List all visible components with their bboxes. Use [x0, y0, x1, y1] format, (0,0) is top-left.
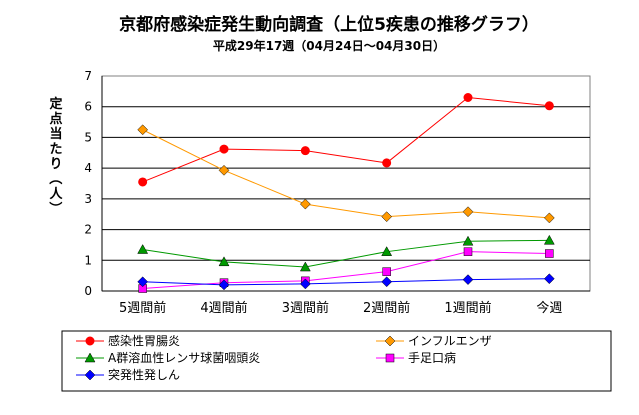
data-point	[543, 212, 555, 224]
legend-item: 手足口病	[376, 350, 456, 365]
chart-title: 京都府感染症発生動向調査（上位5疾患の推移グラフ）	[119, 14, 539, 35]
legend-marker	[85, 336, 95, 346]
series-line	[142, 96, 550, 183]
y-tick-label: 4	[84, 161, 92, 175]
legend-marker	[84, 352, 96, 363]
y-tick-label: 7	[84, 69, 92, 83]
chart-subtitle: 平成29年17週（04月24日〜04月30日）	[213, 38, 445, 53]
x-tick-label: 4週間前	[200, 300, 247, 316]
y-axis-ticks: 0 1 2 3 4 5 6 7	[84, 69, 92, 298]
legend-marker	[384, 335, 396, 347]
legend-label: A群溶血性レンサ球菌咽頭炎	[108, 350, 260, 365]
x-tick-label: 1週間前	[444, 300, 491, 316]
series-2	[137, 124, 555, 224]
y-axis-label-char: ）	[47, 201, 63, 214]
data-point	[299, 278, 311, 290]
y-axis-label-char: 定	[48, 96, 62, 112]
x-tick-label: 2週間前	[363, 300, 410, 316]
legend-label: インフルエンザ	[408, 334, 492, 348]
series-3	[137, 234, 555, 272]
y-axis-label-char: り	[49, 157, 62, 172]
data-point	[462, 235, 474, 246]
data-point	[543, 234, 555, 245]
series-5	[137, 273, 555, 291]
data-point	[545, 249, 554, 258]
y-tick-label: 6	[84, 100, 92, 114]
data-point	[299, 198, 311, 210]
data-point	[382, 158, 392, 168]
data-point	[137, 124, 149, 136]
data-point	[381, 276, 393, 288]
data-point	[218, 256, 230, 267]
plot-frame	[101, 75, 591, 292]
data-point	[219, 144, 229, 154]
data-point	[544, 101, 554, 111]
x-tick-label: 3週間前	[282, 300, 329, 316]
legend-item: 突発性発しん	[76, 367, 180, 382]
series-line	[142, 251, 550, 290]
y-tick-label: 5	[84, 130, 92, 144]
y-tick-label: 0	[84, 284, 92, 298]
series-1	[138, 93, 554, 187]
x-tick-label: 5週間前	[119, 300, 166, 316]
y-axis-label-char: た	[49, 142, 62, 157]
legend-label: 突発性発しん	[108, 367, 180, 382]
y-axis-label-char: 当	[49, 126, 62, 142]
data-point	[218, 279, 230, 291]
data-point	[543, 273, 555, 285]
data-point	[137, 276, 149, 288]
data-point	[299, 261, 311, 272]
data-point	[462, 206, 474, 218]
data-point	[218, 164, 230, 176]
series-line	[142, 239, 550, 268]
legend-item: インフルエンザ	[376, 334, 492, 348]
y-axis-label-char: 点	[49, 111, 62, 127]
data-point	[138, 177, 148, 187]
plot-area	[101, 75, 591, 292]
data-point	[463, 247, 473, 256]
gridlines	[101, 76, 590, 292]
legend-item: 感染性胃腸炎	[76, 333, 180, 348]
y-tick-label: 1	[84, 253, 92, 267]
data-point	[381, 246, 393, 256]
x-tick-label: 今週	[536, 300, 562, 316]
x-axis-ticks: 5週間前 4週間前 3週間前 2週間前 1週間前 今週	[119, 300, 562, 316]
data-point	[463, 93, 473, 102]
data-point	[382, 267, 391, 276]
y-tick-label: 2	[84, 223, 92, 237]
series-line	[142, 278, 550, 286]
legend-marker	[385, 353, 395, 363]
data-point	[462, 274, 474, 285]
legend-label: 手足口病	[408, 350, 456, 365]
y-tick-label: 3	[84, 192, 92, 206]
legend-label: 感染性胃腸炎	[108, 333, 180, 348]
data-point	[300, 146, 310, 156]
y-axis-label-char: （	[47, 171, 63, 184]
y-axis-label-char: 人	[49, 186, 63, 202]
data-point	[137, 244, 149, 254]
data-point	[381, 211, 393, 223]
series-line	[142, 129, 550, 219]
legend-marker	[84, 369, 96, 381]
legend-box	[61, 330, 612, 392]
legend-item: A群溶血性レンサ球菌咽頭炎	[76, 350, 260, 365]
series-layer	[137, 93, 555, 293]
